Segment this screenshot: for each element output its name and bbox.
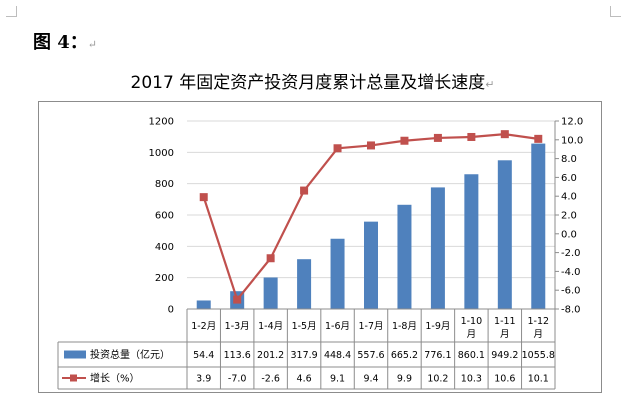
table-value: 9.4: [363, 374, 378, 385]
x-tick-label: 1-4月: [258, 321, 283, 332]
legend-key-marker: [70, 374, 77, 382]
growth-marker: [333, 144, 342, 153]
y-right-tick-label: 12.0: [561, 117, 583, 128]
table-value: 9.9: [397, 374, 412, 385]
bar: [330, 238, 345, 309]
y-left-tick-label: 0: [168, 305, 174, 316]
growth-marker: [233, 295, 242, 304]
y-right-tick-label: 6.0: [561, 173, 577, 184]
x-tick-label: 1-7月: [358, 321, 383, 332]
bar: [531, 143, 546, 309]
y-left-tick-label: 1000: [149, 148, 174, 159]
y-right-tick-label: -6.0: [561, 286, 581, 297]
table-value: 448.4: [324, 350, 351, 361]
return-mark: ↵: [87, 38, 98, 51]
bar: [397, 204, 412, 309]
y-right-tick-label: 4.0: [561, 192, 577, 203]
y-right-tick-label: -2.0: [561, 248, 581, 259]
table-value: 10.2: [427, 374, 448, 385]
gridlines: [187, 120, 555, 310]
bar: [364, 221, 378, 309]
return-mark: ↵: [485, 78, 495, 91]
x-tick-label: 月: [534, 329, 544, 340]
line-series: [199, 130, 543, 304]
bar: [196, 300, 211, 309]
figure-label: 图 4：↵: [33, 32, 98, 53]
table-value: 665.2: [391, 350, 418, 361]
x-tick-label: 1-11: [494, 316, 516, 327]
growth-marker: [266, 254, 275, 263]
bar: [297, 259, 312, 309]
bar: [497, 160, 512, 309]
growth-marker: [400, 136, 409, 145]
table-value: 3.9: [196, 374, 211, 385]
table-value: 317.9: [290, 350, 317, 361]
data-table: 1-2月 1-3月 1-4月 1-5月 1-6月 1-7月 1-8月 1-9月 1-10 月 1-1…: [57, 308, 556, 390]
growth-marker: [433, 133, 442, 142]
table-value: 54.4: [193, 350, 214, 361]
table-value: 1055.8: [522, 350, 555, 361]
bar: [430, 187, 445, 309]
y-left-tick-label: 800: [155, 179, 174, 190]
growth-marker: [300, 186, 309, 195]
x-tick-label: 1-5月: [292, 321, 317, 332]
x-tick-label: 1-3月: [225, 321, 250, 332]
growth-marker: [534, 134, 543, 143]
table-value: 10.6: [494, 374, 515, 385]
legend-key-bar: [64, 350, 86, 359]
y-right-tick-label: -8.0: [561, 305, 581, 316]
growth-marker: [367, 141, 375, 150]
table-value: -2.6: [261, 374, 280, 385]
table-value: 10.1: [528, 374, 549, 385]
chart-frame: [38, 101, 602, 393]
table-value: 113.6: [224, 350, 251, 361]
x-tick-label: 月: [500, 329, 510, 340]
legend-label: 增长（%）: [90, 372, 140, 385]
bar-series: [196, 143, 546, 309]
table-value: 201.2: [257, 350, 284, 361]
table-value: 860.1: [458, 350, 485, 361]
y-left-tick-label: 600: [155, 211, 174, 222]
x-tick-label: 1-10: [461, 316, 483, 327]
y-right-tick-label: -4.0: [561, 267, 581, 278]
x-tick-label: 1-2月: [191, 321, 216, 332]
chart-title: 2017 年固定资产投资月度累计总量及增长速度↵: [130, 73, 495, 93]
x-tick-label: 1-8月: [392, 321, 417, 332]
axes: 0 200 400 600 800 1000 1200 -8.0 -6.0 -4.0 -2.0 0.0…: [149, 117, 584, 316]
x-tick-label: 1-9月: [425, 321, 450, 332]
corner-mark-left: [6, 6, 17, 17]
y-right-tick-label: 2.0: [561, 211, 577, 222]
y-right-tick-label: 10.0: [561, 135, 583, 146]
table-value: 9.1: [330, 374, 345, 385]
y-left-tick-label: 1200: [149, 117, 174, 128]
x-tick-label: 1-12: [527, 316, 549, 327]
table-value: -7.0: [228, 374, 247, 385]
x-tick-label: 1-6月: [325, 321, 350, 332]
table-value: 557.6: [357, 350, 384, 361]
growth-marker: [199, 193, 208, 202]
growth-marker: [500, 130, 509, 139]
y-left-tick-label: 400: [155, 242, 174, 253]
y-left-tick-label: 200: [155, 273, 174, 284]
y-right-tick-label: 0.0: [561, 229, 577, 240]
bar: [263, 277, 278, 309]
x-tick-label: 月: [467, 329, 477, 340]
table-value: 776.1: [424, 350, 451, 361]
table-value: 10.3: [461, 374, 482, 385]
table-value: 4.6: [297, 374, 312, 385]
table-value: 949.2: [491, 350, 518, 361]
growth-marker: [467, 132, 476, 141]
y-right-tick-label: 8.0: [561, 154, 577, 165]
corner-mark-right: [610, 6, 621, 17]
bar: [464, 174, 479, 309]
legend-label: 投资总量（亿元）: [90, 348, 170, 361]
